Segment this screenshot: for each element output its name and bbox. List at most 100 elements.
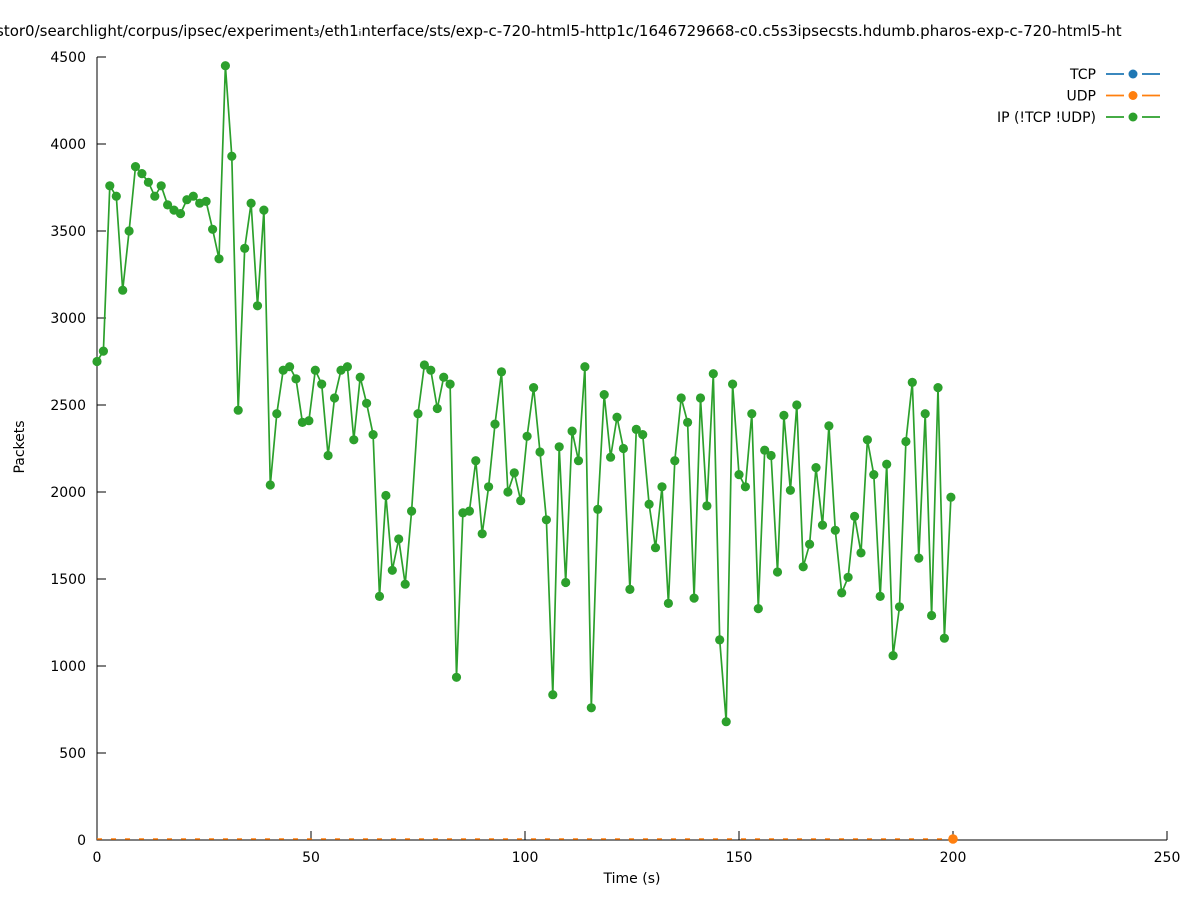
data-point bbox=[573, 456, 584, 466]
data-point bbox=[830, 525, 840, 535]
data-point bbox=[708, 369, 718, 379]
data-point bbox=[753, 604, 763, 614]
data-point bbox=[650, 543, 661, 553]
data-point bbox=[529, 383, 539, 393]
data-point bbox=[670, 456, 680, 466]
data-point bbox=[657, 482, 667, 492]
data-point bbox=[612, 412, 622, 422]
data-point bbox=[882, 459, 892, 469]
data-point bbox=[580, 362, 590, 372]
data-point bbox=[439, 372, 449, 382]
data-point bbox=[843, 572, 853, 582]
data-point bbox=[163, 200, 173, 210]
data-point bbox=[702, 501, 712, 511]
legend-label-tcp: TCP bbox=[1069, 67, 1096, 83]
data-point bbox=[631, 424, 641, 434]
data-point bbox=[721, 717, 731, 727]
y-axis-label: Packets bbox=[12, 420, 28, 474]
x-tick-label: 200 bbox=[940, 850, 967, 866]
data-point bbox=[451, 672, 462, 682]
data-point bbox=[272, 409, 282, 419]
data-point bbox=[606, 452, 616, 462]
data-point bbox=[124, 226, 134, 236]
data-point bbox=[368, 430, 378, 440]
data-point bbox=[484, 482, 494, 492]
data-point bbox=[291, 374, 301, 384]
data-point bbox=[914, 553, 924, 563]
data-point bbox=[490, 419, 500, 429]
legend-sample-marker bbox=[1128, 112, 1138, 122]
data-point bbox=[496, 367, 507, 377]
data-point bbox=[240, 243, 250, 253]
data-point bbox=[143, 177, 153, 187]
data-point bbox=[920, 409, 930, 419]
data-point bbox=[137, 169, 147, 179]
x-tick-label: 50 bbox=[302, 850, 320, 866]
data-point bbox=[342, 362, 352, 372]
data-point bbox=[638, 430, 648, 440]
data-point bbox=[663, 598, 674, 609]
data-point bbox=[208, 224, 218, 234]
data-point bbox=[509, 468, 519, 478]
data-point bbox=[766, 450, 776, 461]
data-point bbox=[586, 703, 596, 713]
data-point bbox=[400, 579, 410, 589]
data-point bbox=[317, 379, 327, 389]
data-point bbox=[233, 405, 243, 415]
data-point bbox=[901, 436, 911, 447]
data-point bbox=[150, 191, 160, 201]
data-point bbox=[618, 443, 629, 454]
data-point bbox=[747, 409, 757, 419]
axis-lines bbox=[96, 57, 1167, 841]
x-tick-label: 150 bbox=[726, 850, 753, 866]
data-point bbox=[310, 365, 320, 375]
data-point bbox=[374, 591, 385, 602]
data-point bbox=[779, 410, 789, 420]
data-point bbox=[894, 602, 905, 612]
data-point bbox=[625, 584, 635, 595]
data-point bbox=[329, 393, 340, 403]
data-point bbox=[227, 151, 237, 161]
legend: TCP UDP IP (!TCP !UDP) bbox=[997, 67, 1160, 126]
data-point bbox=[407, 506, 417, 516]
data-point bbox=[445, 379, 455, 389]
data-point bbox=[561, 577, 571, 588]
chart-title: stor0/searchlight/corpus/ipsec/experimen… bbox=[0, 22, 1122, 40]
data-point bbox=[888, 651, 898, 661]
data-point bbox=[948, 834, 958, 844]
data-point bbox=[811, 463, 821, 473]
data-point bbox=[426, 365, 436, 375]
data-point bbox=[715, 635, 725, 645]
data-point bbox=[760, 445, 770, 455]
legend-sample-marker bbox=[1128, 91, 1138, 100]
data-point bbox=[676, 393, 686, 403]
y-tick-label: 1500 bbox=[50, 572, 86, 588]
y-tick-label: 4500 bbox=[50, 50, 86, 66]
data-point bbox=[201, 196, 211, 206]
data-point bbox=[323, 450, 333, 461]
y-tick-label: 2000 bbox=[50, 485, 86, 501]
data-point bbox=[156, 181, 166, 191]
data-point bbox=[464, 506, 474, 516]
x-tick-label: 100 bbox=[512, 850, 539, 866]
data-point bbox=[259, 205, 269, 215]
x-tick-label: 0 bbox=[93, 850, 102, 866]
data-point bbox=[862, 435, 873, 445]
data-point bbox=[105, 181, 115, 191]
y-tick-label: 3000 bbox=[50, 311, 86, 327]
y-tick-label: 2500 bbox=[50, 398, 86, 414]
data-point bbox=[593, 504, 603, 514]
data-point bbox=[548, 690, 558, 700]
data-point bbox=[349, 435, 359, 445]
data-point bbox=[683, 417, 693, 427]
data-point bbox=[869, 470, 879, 480]
data-point bbox=[734, 470, 744, 480]
data-point bbox=[946, 492, 956, 502]
data-point bbox=[394, 534, 404, 544]
data-point bbox=[220, 61, 230, 71]
data-point bbox=[798, 562, 808, 572]
data-point bbox=[939, 633, 950, 643]
data-point bbox=[432, 403, 442, 414]
data-point bbox=[785, 485, 796, 495]
